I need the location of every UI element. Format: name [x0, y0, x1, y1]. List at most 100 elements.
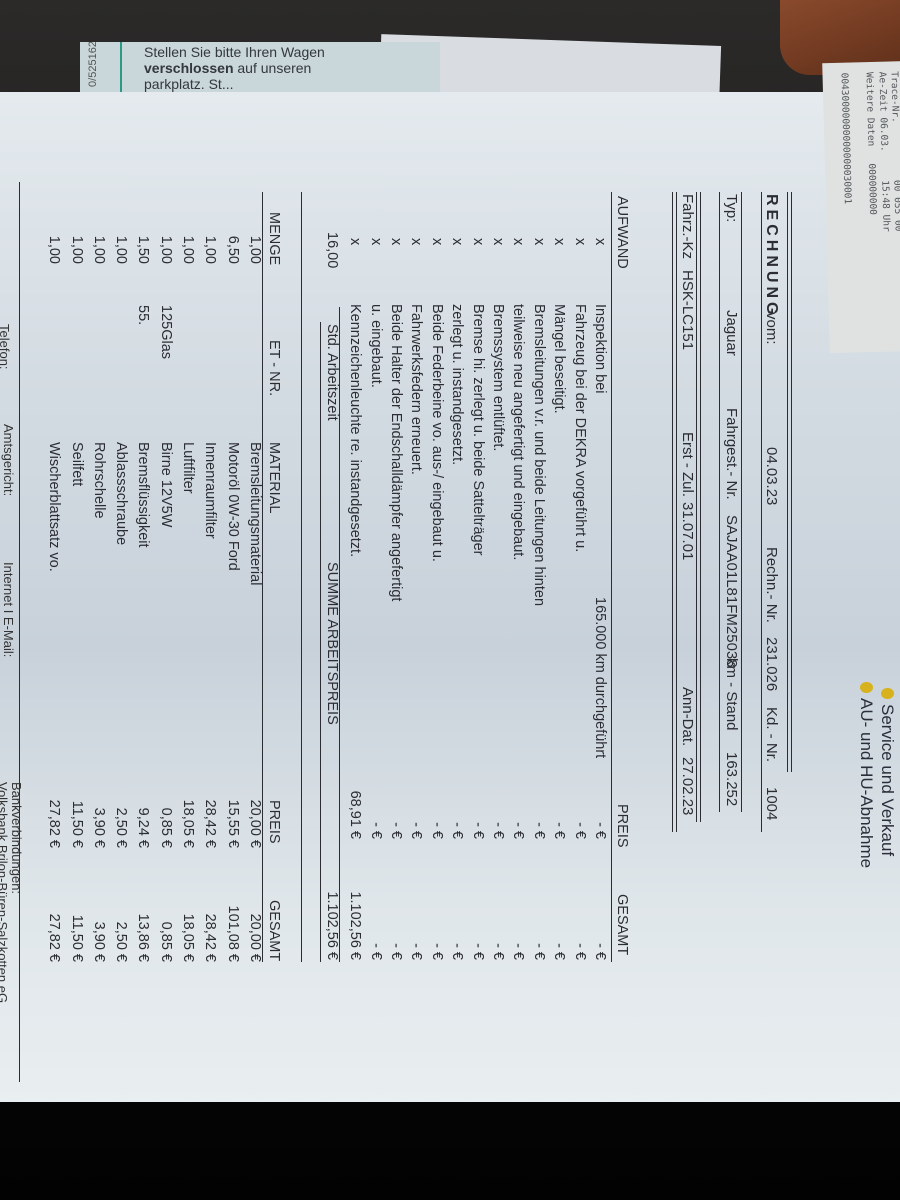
material-name: Birne 12V5W — [157, 442, 174, 528]
labor-total: - € — [490, 943, 506, 960]
labor-price: - € — [510, 822, 527, 839]
date-label: vom: — [763, 312, 780, 345]
labor-mark: x — [551, 238, 568, 246]
labor-price: - € — [592, 822, 608, 839]
material-name: Motoröl 0W-30 Ford — [224, 442, 241, 571]
labor-price: - € — [571, 822, 588, 839]
footer-web-label: Internet I E-Mail: — [1, 562, 16, 658]
labor-mark: x — [367, 238, 384, 246]
invoice-date: 04.03.23 — [763, 447, 780, 506]
material-name: Innenraumfilter — [202, 442, 219, 539]
labor-mark: x — [469, 238, 486, 246]
license-plate: HSK-LC151 — [679, 270, 696, 351]
labor-description: Mängel beseitigt. — [551, 304, 568, 414]
footer-phone-label: Telefon: — [0, 324, 12, 370]
part-number-header: ET - NR. — [266, 340, 282, 397]
labor-description: Fahrwerksfedern erneuert. — [408, 304, 425, 475]
slip-number: 0/525162 — [86, 42, 99, 87]
labor-mark: x — [571, 238, 588, 246]
material-qty: 1,00 — [90, 235, 107, 264]
material-total: 13,86 € — [135, 913, 152, 962]
material-total-header: GESAMT — [266, 900, 282, 962]
material-name: Luftfilter — [180, 442, 197, 494]
material-total: 20,00 € — [247, 913, 263, 962]
footer-court-label: Amtsgericht: — [1, 424, 16, 497]
slip-line-1: Stellen Sie bitte Ihren Wagen — [144, 44, 325, 60]
labor-price: - € — [469, 822, 486, 839]
labor-total: - € — [408, 943, 425, 960]
material-name: Bremsleitungsmaterial — [247, 442, 263, 586]
labor-description: Inspektion bei — [592, 304, 608, 394]
labor-description: teilweise neu angefertigt und eingebaut. — [510, 304, 527, 561]
material-total: 0,85 € — [157, 921, 174, 962]
type-label: Typ: — [723, 194, 740, 223]
slip-line-3: parkplatz. St... — [144, 76, 234, 92]
labor-mark: x — [347, 238, 364, 246]
invoice-document: Service und Verkauf AU- und HU-Abnahme R… — [0, 92, 900, 1102]
material-total: 18,05 € — [180, 913, 197, 962]
labor-price: - € — [367, 822, 384, 839]
labor-description: Fahrzeug bei der DEKRA vorgeführt u. — [571, 304, 588, 553]
labor-price: - € — [449, 822, 466, 839]
material-total: 28,42 € — [202, 913, 219, 962]
labor-sum: 1.102,56 € — [324, 891, 340, 960]
labor-mark: x — [408, 238, 425, 246]
labor-total: - € — [388, 943, 404, 960]
vin: SAJAA01L81FM25038 — [723, 515, 740, 668]
parking-note-slip: 0/525162 Stellen Sie bitte Ihren Wagen v… — [80, 42, 440, 94]
labor-total: - € — [530, 943, 547, 960]
material-price: 20,00 € — [247, 799, 263, 848]
first-registration: 31.07.01 — [679, 502, 696, 561]
labor-total-header: GESAMT — [614, 894, 630, 956]
labor-total: - € — [449, 943, 466, 960]
material-part-number: 125Glas — [157, 305, 174, 360]
acceptance-date: 27.02.23 — [679, 757, 696, 816]
material-name: Rohrschelle — [90, 442, 107, 519]
material-name: Ablassschraube — [113, 442, 130, 546]
labor-total: 1.102,56 € — [347, 891, 364, 960]
labor-price: - € — [428, 822, 445, 839]
labor-total: - € — [367, 943, 384, 960]
vehicle-type: Jaguar — [723, 310, 740, 356]
labor-description: Bremse hi. zerlegt u. beide Sattelträger — [469, 304, 486, 556]
labor-sum-label: SUMME ARBEITSPREIS — [324, 562, 340, 725]
labor-description: Bremssystem entlüftet. — [490, 304, 506, 452]
material-price: 2,50 € — [113, 807, 130, 848]
labor-description: zerlegt u. instandgesetzt. — [449, 304, 466, 466]
material-name: Wischerblattsatz vo. — [46, 442, 63, 572]
labor-description: Beide Federbeine vo. aus-/ eingebaut u. — [428, 304, 445, 562]
material-qty: 1,00 — [157, 235, 174, 264]
material-qty: 1,00 — [180, 235, 197, 264]
material-price: 18,05 € — [180, 799, 197, 848]
labor-mark: x — [428, 238, 445, 246]
invoice-number-label: Rechn.- Nr. — [763, 547, 780, 623]
labor-mark: x — [530, 238, 547, 246]
labor-description: Beide Halter der Endschalldämpfer angefe… — [388, 304, 404, 602]
labor-total: - € — [469, 943, 486, 960]
material-qty: 1,00 — [113, 235, 130, 264]
labor-price: - € — [551, 822, 568, 839]
material-price: 27,82 € — [46, 799, 63, 848]
material-part-number: 55. — [135, 305, 152, 326]
material-price: 11,50 € — [68, 800, 85, 848]
labor-description: u. eingebaut. — [367, 304, 384, 388]
bullet-icon — [860, 682, 873, 693]
material-price-header: PREIS — [266, 800, 282, 844]
footer-bank-label: Bankverbindungen: — [9, 782, 24, 895]
material-price: 28,42 € — [202, 799, 219, 848]
invoice-number: 231.026 — [763, 637, 780, 692]
service-line-2: AU- und HU-Abnahme — [857, 698, 876, 869]
labor-price: - € — [408, 822, 425, 839]
labor-hours: 16,00 — [324, 232, 340, 269]
labor-price: - € — [530, 822, 547, 839]
customer-number: 1004 — [763, 787, 780, 821]
slip-line-2: verschlossen auf unseren — [144, 60, 312, 76]
material-qty: 1,00 — [247, 235, 263, 264]
material-header: MATERIAL — [266, 442, 282, 514]
service-line-1: Service und Verkauf — [878, 704, 897, 857]
labor-price: 68,91 € — [347, 790, 364, 839]
vin-label: Fahrgest.- Nr. — [723, 408, 740, 500]
material-name: Bremsflüssigkeit — [135, 442, 152, 548]
labor-heading: AUFWAND — [614, 196, 630, 269]
first-registration-label: Erst - Zul. — [679, 432, 696, 498]
